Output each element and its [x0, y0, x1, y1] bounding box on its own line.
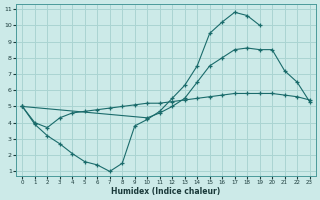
- X-axis label: Humidex (Indice chaleur): Humidex (Indice chaleur): [111, 187, 220, 196]
